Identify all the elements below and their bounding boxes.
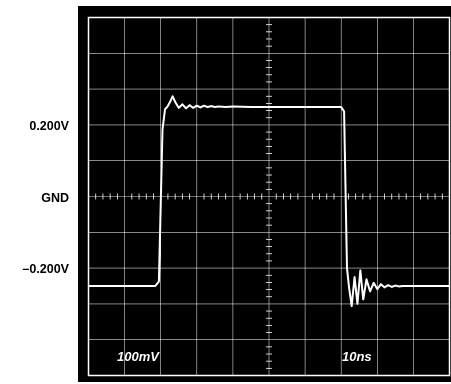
screen-background — [78, 6, 451, 382]
horizontal-scale-label: 10ns — [342, 349, 372, 364]
y-tick-label-gnd: GND — [41, 191, 69, 205]
vertical-scale-label: 100mV — [117, 349, 160, 364]
graticule — [88, 17, 450, 376]
trace-line-0 — [88, 95, 450, 308]
y-tick-label-0200: 0.200V — [29, 119, 69, 133]
y-tick-label-neg0200: –0.200V — [22, 262, 69, 276]
trace-layer — [88, 95, 450, 308]
